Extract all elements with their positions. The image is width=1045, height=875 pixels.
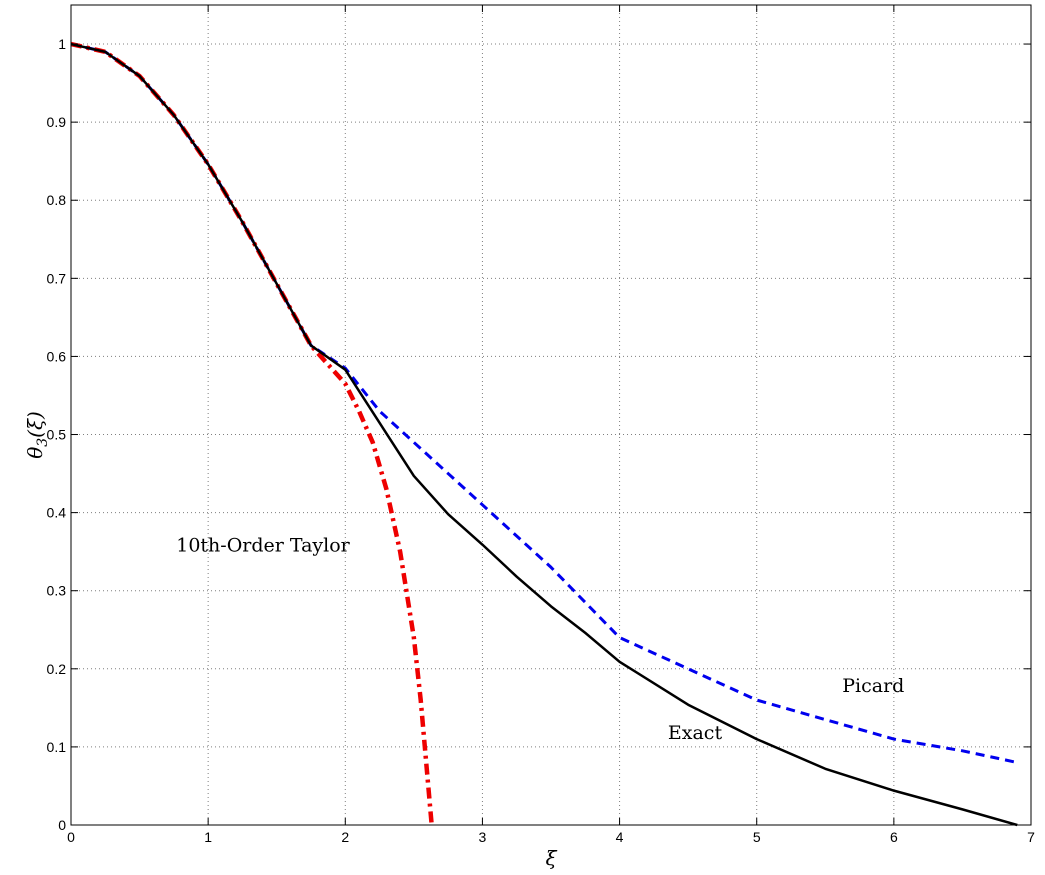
y-tick-label-4: 0.4 [47, 505, 67, 521]
axes-box [70, 4, 1032, 826]
y-tick-label-0: 0 [58, 817, 66, 833]
annotation-exact: Exact [668, 722, 723, 744]
series-exact-line [70, 42, 1018, 827]
y-tick-label-7: 0.7 [47, 270, 67, 286]
y-axis-label-argument: (ξ) [23, 411, 47, 438]
x-tick-label-3: 3 [479, 829, 487, 845]
x-tick-label-4: 4 [616, 829, 624, 845]
y-axis-ticks: 0 0.1 0.2 0.3 0.4 0.5 0.6 0.7 0.8 0.9 1 [47, 36, 1031, 833]
y-tick-label-2: 0.2 [47, 661, 67, 677]
x-tick-label-1: 1 [204, 829, 212, 845]
y-tick-label-5: 0.5 [47, 427, 67, 443]
y-tick-label-6: 0.6 [47, 348, 67, 364]
y-axis-label-subscript: 3 [35, 438, 51, 447]
annotation-10th-order-taylor: 10th-Order Taylor [176, 535, 350, 557]
y-tick-label-3: 0.3 [47, 583, 67, 599]
x-tick-label-0: 0 [67, 829, 75, 845]
x-tick-label-5: 5 [753, 829, 761, 845]
y-tick-label-8: 0.8 [47, 192, 67, 208]
y-axis-label: θ3(ξ) [23, 411, 51, 459]
y-tick-label-1: 0.1 [47, 739, 67, 755]
series-10th-order-taylor-line [70, 41, 434, 826]
annotations: 10th-Order Taylor Picard Exact [176, 535, 904, 744]
x-tick-label-6: 6 [890, 829, 898, 845]
y-tick-label-9: 0.9 [47, 114, 67, 130]
y-axis-label-base: θ [23, 447, 47, 459]
annotation-picard: Picard [842, 675, 904, 697]
x-axis-ticks: 0 1 2 3 4 5 6 7 [67, 5, 1035, 845]
axes-border [70, 4, 1032, 826]
series-lines [70, 41, 1018, 827]
x-axis-label: ξ [545, 846, 557, 870]
grid-lines [71, 5, 1031, 825]
x-tick-label-7: 7 [1027, 829, 1035, 845]
x-tick-label-2: 2 [341, 829, 349, 845]
series-picard-line [70, 42, 1018, 764]
y-tick-label-10: 1 [58, 36, 66, 52]
